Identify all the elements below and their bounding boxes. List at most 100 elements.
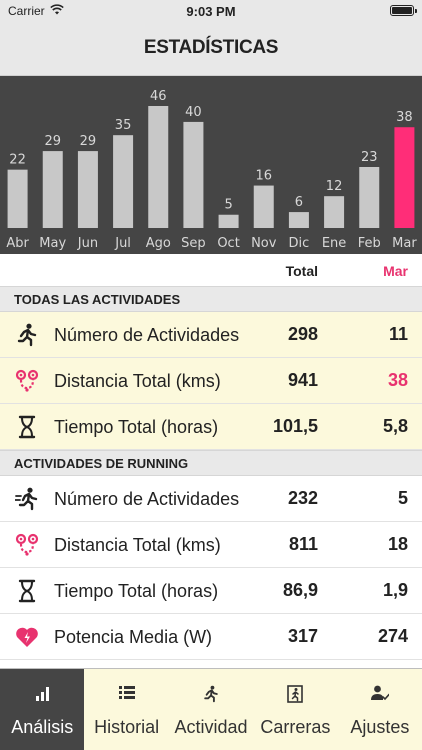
monthly-bar-chart: 22 Abr 29 May 29 Jun 35 Jul 46 Ago 40 Sep 5 Oct 16 Nov 6…	[6, 89, 417, 251]
hourglass-icon	[14, 578, 40, 604]
chart-bar-nov[interactable]	[253, 185, 274, 228]
row-total-value: 101,5	[272, 416, 318, 436]
chart-value-label: 40	[185, 105, 202, 120]
chart-bar-mar[interactable]	[394, 127, 415, 228]
tab-label: Actividad	[174, 717, 248, 737]
row-label: Número de Actividades	[54, 325, 240, 345]
chart-bar-jun[interactable]	[77, 151, 98, 228]
row-total-value: 811	[288, 534, 318, 554]
tab-analisis[interactable]: Análisis	[0, 669, 85, 750]
tab-ajustes[interactable]: Ajustes	[338, 669, 422, 750]
chart-value-label: 22	[9, 153, 26, 168]
chart-value-label: 12	[326, 179, 343, 194]
chart-category-label: Dic	[289, 236, 310, 251]
tab-label: Carreras	[260, 717, 331, 737]
chart-bar-oct[interactable]	[218, 214, 239, 228]
chart-category-label: Ago	[146, 236, 171, 251]
section-header-running: ACTIVIDADES DE RUNNING	[0, 450, 422, 476]
hourglass-icon	[14, 414, 40, 440]
section-title: TODAS LAS ACTIVIDADES	[14, 292, 181, 307]
bar-chart-icon	[0, 685, 84, 705]
user-settings-icon	[338, 685, 422, 705]
row-label: Tiempo Total (horas)	[54, 581, 219, 601]
battery-icon	[390, 5, 417, 16]
row-month-value: 5	[397, 488, 408, 508]
chart-bar-abr[interactable]	[7, 169, 28, 228]
stat-row-activities[interactable]: Número de Actividades 298 11	[0, 312, 422, 358]
tab-label: Análisis	[11, 717, 74, 737]
chart-category-label: Nov	[251, 236, 277, 251]
row-label: Distancia Total (kms)	[54, 371, 221, 391]
chart-bar-sep[interactable]	[183, 121, 204, 228]
table-column-header: Total Mar	[0, 254, 422, 286]
row-label: Potencia Media (W)	[54, 627, 213, 647]
chart-bar-ene[interactable]	[324, 196, 345, 228]
row-month-value: 11	[388, 324, 408, 344]
wifi-icon	[49, 4, 64, 18]
chart-category-label: May	[39, 236, 66, 251]
chart-value-label: 16	[255, 169, 272, 184]
stat-row-running-time[interactable]: Tiempo Total (horas) 86,9 1,9	[0, 568, 422, 614]
list-icon	[84, 685, 168, 705]
chart-category-label: Mar	[392, 236, 417, 251]
row-label: Tiempo Total (horas)	[54, 417, 219, 437]
chart-value-label: 46	[150, 89, 167, 104]
page-title: ESTADÍSTICAS	[143, 37, 279, 58]
race-exit-icon	[253, 685, 337, 705]
row-month-value: 1,9	[382, 580, 408, 600]
chart-bar-jul[interactable]	[113, 135, 134, 228]
chart-value-label: 29	[80, 134, 97, 149]
chart-category-label: Oct	[217, 236, 239, 251]
column-month-label: Mar	[383, 263, 408, 279]
tab-actividad[interactable]: Actividad	[169, 669, 253, 750]
chart-value-label: 5	[224, 198, 232, 213]
chart-category-label: Jul	[114, 236, 131, 251]
runner-fast-icon	[14, 486, 40, 512]
row-total-value: 232	[287, 488, 318, 508]
stat-row-running-power[interactable]: Potencia Media (W) 317 274	[0, 614, 422, 660]
tab-label: Historial	[94, 717, 160, 737]
stat-row-distance[interactable]: Distancia Total (kms) 941 38	[0, 358, 422, 404]
route-icon	[14, 368, 40, 394]
monthly-chart: 22 Abr 29 May 29 Jun 35 Jul 46 Ago 40 Sep 5 Oct 16 Nov 6…	[0, 76, 422, 254]
carrier-label: Carrier	[8, 4, 45, 18]
section-header-all-activities: TODAS LAS ACTIVIDADES	[0, 286, 422, 312]
row-total-value: 86,9	[282, 580, 318, 600]
status-bar: Carrier 9:03 PM	[0, 0, 422, 22]
row-label: Distancia Total (kms)	[54, 535, 221, 555]
runner-icon	[14, 322, 40, 348]
carrier-group: Carrier	[8, 4, 64, 18]
chart-value-label: 35	[115, 118, 132, 133]
column-total-label: Total	[285, 263, 318, 279]
tab-label: Ajustes	[350, 717, 410, 737]
row-month-value: 5,8	[382, 416, 408, 436]
chart-value-label: 23	[361, 150, 378, 165]
row-label: Número de Actividades	[54, 489, 240, 509]
row-month-value: 18	[387, 534, 408, 554]
chart-bar-may[interactable]	[42, 151, 63, 228]
tab-historial[interactable]: Historial	[84, 669, 168, 750]
tab-bar: Análisis Historial Actividad Carreras Aj…	[0, 668, 422, 750]
route-icon	[14, 532, 40, 558]
chart-value-label: 29	[44, 134, 61, 149]
row-total-value: 298	[287, 324, 318, 344]
chart-bar-ago[interactable]	[148, 106, 169, 228]
row-month-value: 38	[387, 370, 408, 390]
navigation-bar: ESTADÍSTICAS	[0, 22, 422, 76]
tab-carreras[interactable]: Carreras	[253, 669, 337, 750]
chart-category-label: Ene	[322, 236, 346, 251]
heart-bolt-icon	[14, 624, 40, 650]
stat-row-running-activities[interactable]: Número de Actividades 232 5	[0, 476, 422, 522]
row-month-value: 274	[377, 626, 408, 646]
chart-value-label: 6	[295, 195, 303, 210]
chart-bar-dic[interactable]	[288, 212, 309, 228]
runner-icon	[169, 685, 253, 705]
stat-row-time[interactable]: Tiempo Total (horas) 101,5 5,8	[0, 404, 422, 450]
status-time: 9:03 PM	[186, 4, 236, 19]
section-title: ACTIVIDADES DE RUNNING	[14, 456, 189, 471]
chart-category-label: Abr	[6, 236, 29, 251]
chart-bar-feb[interactable]	[359, 167, 380, 228]
stat-row-running-distance[interactable]: Distancia Total (kms) 811 18	[0, 522, 422, 568]
row-total-value: 941	[287, 370, 318, 390]
row-total-value: 317	[287, 626, 318, 646]
